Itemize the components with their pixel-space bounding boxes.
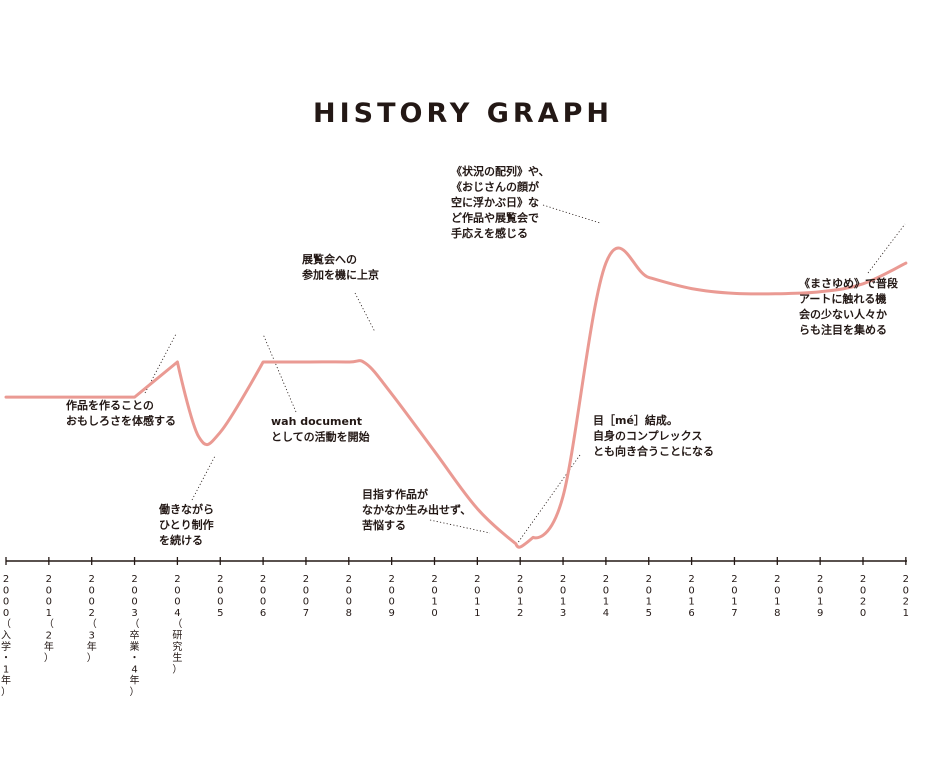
annotation-leader — [542, 204, 601, 224]
history-curve — [4, 246, 908, 549]
x-axis-ticks: 2 0 0 0 （入学・ 1 年） 2 0 0 1 （2 年） 2 0 0 2 （3 年） 2 0 0 3 （卒業・ 4 年） 2 0… — [1, 557, 909, 698]
annotation-text: 目指す作品がなかなか生み出せず、苦悩する — [362, 487, 471, 532]
chart-title: HISTORY GRAPH — [313, 98, 613, 129]
annotation-leader — [191, 455, 216, 501]
annotation-text: 展覧会への参加を機に上京 — [301, 252, 379, 282]
annotation-text: 《まさゆめ》で普段アートに触れる機会の少ない人々からも注目を集める — [799, 276, 898, 337]
annotation-leaders — [144, 204, 906, 545]
x-tick-label: 2 0 0 1 （2 年） — [44, 574, 54, 664]
x-tick-label: 2 0 0 4 （研究生） — [172, 574, 182, 675]
annotation-text: 働きながらひとり制作を続ける — [158, 502, 214, 547]
x-tick-label: 2 0 0 2 （3 年） — [87, 574, 97, 664]
annotation-leader — [867, 223, 906, 274]
annotation-leader — [354, 292, 376, 333]
annotation-text: 作品を作ることのおもしろさを体感する — [66, 398, 176, 428]
x-tick-label: 2 0 0 3 （卒業・ 4 年） — [130, 574, 140, 698]
x-tick-label: 2 0 0 0 （入学・ 1 年） — [1, 574, 11, 698]
annotation-text: 目［mé］結成。自身のコンプレックスとも向き合うことになる — [593, 413, 714, 458]
annotation-text: wah document としての活動を開始 — [271, 415, 370, 444]
annotation-leader — [429, 519, 491, 534]
annotation-text: 《状況の配列》や、《おじさんの顔が空に浮かぶ日》など作品や展覧会で手応えを感じる — [451, 164, 550, 240]
annotation-leader — [262, 333, 297, 413]
